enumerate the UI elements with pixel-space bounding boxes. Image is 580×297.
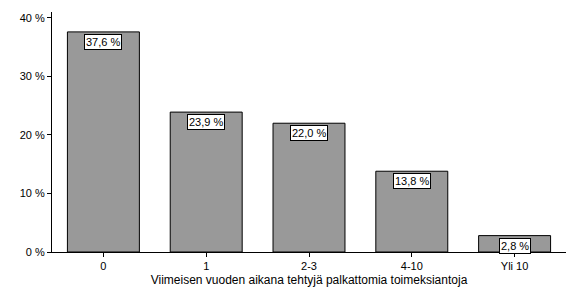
svg-text:2,8 %: 2,8 % (501, 240, 529, 252)
svg-text:Yli 10: Yli 10 (501, 260, 529, 272)
svg-text:30 %: 30 % (20, 70, 45, 82)
svg-text:10 %: 10 % (20, 187, 45, 199)
svg-text:22,0 %: 22,0 % (292, 127, 326, 139)
svg-text:4-10: 4-10 (401, 260, 423, 272)
svg-text:0: 0 (100, 260, 106, 272)
svg-text:0 %: 0 % (26, 246, 45, 258)
svg-text:23,9 %: 23,9 % (189, 116, 223, 128)
svg-text:20 %: 20 % (20, 129, 45, 141)
svg-text:Viimeisen vuoden aikana tehtyj: Viimeisen vuoden aikana tehtyjä palkatto… (151, 273, 468, 287)
svg-text:13,8 %: 13,8 % (395, 175, 429, 187)
svg-text:1: 1 (203, 260, 209, 272)
svg-text:2-3: 2-3 (301, 260, 317, 272)
svg-text:37,6 %: 37,6 % (86, 36, 120, 48)
svg-text:40 %: 40 % (20, 12, 45, 24)
